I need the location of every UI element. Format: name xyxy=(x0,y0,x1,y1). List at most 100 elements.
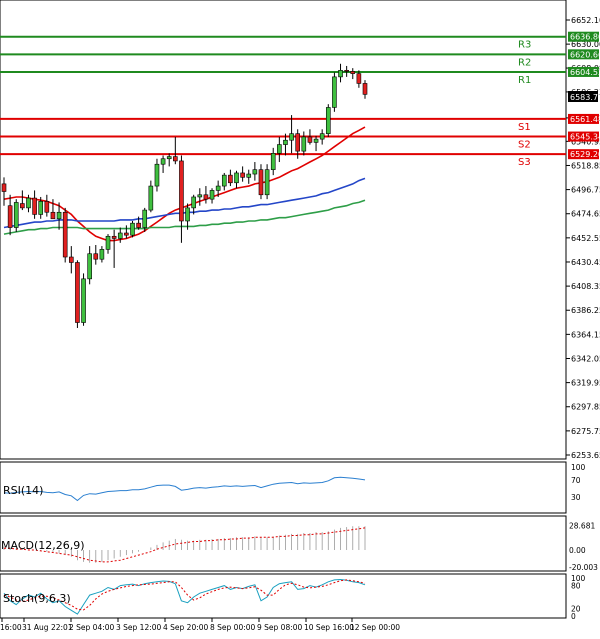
level-value-s1: 6561.48 xyxy=(570,115,600,124)
candle-body xyxy=(136,222,141,228)
candle-body xyxy=(325,107,331,134)
candle-body xyxy=(75,262,80,323)
candle-body xyxy=(283,139,288,145)
stoch-tick-label: 100 xyxy=(571,574,586,583)
macd-title: MACD(12,26,9) xyxy=(1,539,85,552)
candle-body xyxy=(270,153,276,170)
level-name-r2: R2 xyxy=(518,57,531,68)
candle-body xyxy=(7,205,13,228)
candle-body xyxy=(240,172,245,178)
level-name-s3: S3 xyxy=(518,157,531,168)
candle-body xyxy=(246,173,252,178)
candle-body xyxy=(166,156,172,160)
candle-body xyxy=(221,174,227,187)
price-tick-label: 6253.65 xyxy=(571,451,600,460)
rsi-tick-label: 100 xyxy=(571,463,586,472)
stoch-tick-label: 80 xyxy=(571,582,581,591)
stoch-tick-label: 20 xyxy=(571,604,581,613)
candle-body xyxy=(160,158,166,165)
candle-body xyxy=(142,209,148,228)
candle-body xyxy=(32,197,37,215)
level-value-s3: 6529.20 xyxy=(570,150,600,159)
candle-body xyxy=(356,73,362,84)
level-badge-r3 xyxy=(568,31,599,42)
stoch-tick-label: 0 xyxy=(571,612,576,621)
price-tick-label: 6319.95 xyxy=(571,379,600,388)
price-tick-label: 6430.45 xyxy=(571,258,600,267)
candle-body xyxy=(44,201,50,213)
rsi-title: RSI(14) xyxy=(3,484,43,497)
candle-body xyxy=(313,138,319,143)
level-value-s2: 6545.34 xyxy=(570,133,600,142)
candle-body xyxy=(62,211,68,258)
candle-body xyxy=(295,133,300,152)
level-value-r1: 6604.52 xyxy=(570,68,600,77)
candle-body xyxy=(99,249,105,260)
candle-body xyxy=(332,76,337,108)
candle-body xyxy=(185,207,190,222)
time-tick-label: 12 Sep 00:00 xyxy=(350,623,400,632)
candle-body xyxy=(179,160,184,222)
candle-body xyxy=(252,169,258,175)
candle-body xyxy=(130,222,135,236)
candle-body xyxy=(319,133,325,140)
time-tick-label: 8 Sep 00:00 xyxy=(210,623,256,632)
price-tick-label: 6474.65 xyxy=(571,210,600,219)
rsi-panel xyxy=(0,461,567,514)
level-badge-s1 xyxy=(568,113,599,124)
current-price-badge xyxy=(568,91,598,102)
rsi-tick-label: 70 xyxy=(571,476,581,485)
candle-body xyxy=(20,203,25,209)
price-tick-label: 6652.10 xyxy=(571,16,600,25)
stoch-title: Stoch(9,6,3) xyxy=(3,592,71,605)
level-badge-r1 xyxy=(568,66,599,77)
candle-body xyxy=(105,235,111,250)
time-tick-label: 31 Aug 22:01 xyxy=(22,623,73,632)
macd-tick-label: -20.003 xyxy=(569,563,598,572)
candle-body xyxy=(264,169,270,196)
price-tick-label: 6496.75 xyxy=(571,186,600,195)
candle-body xyxy=(117,232,123,239)
rsi-tick-label: 30 xyxy=(571,493,581,502)
time-tick-label: 9 Sep 08:00 xyxy=(257,623,303,632)
candle-body xyxy=(81,278,86,323)
stoch-panel xyxy=(0,573,567,619)
candle-body xyxy=(148,185,154,211)
time-tick-label: 3 Sep 12:00 xyxy=(116,623,162,632)
rsi-line xyxy=(3,476,366,502)
macd-tick-label: 28.681 xyxy=(569,522,595,531)
price-tick-label: 6342.05 xyxy=(571,354,600,363)
time-tick-label: 10 Sep 16:00 xyxy=(304,623,354,632)
time-tick-label: 4 Sep 20:00 xyxy=(163,623,209,632)
candle-body xyxy=(307,136,313,143)
price-tick-label: 6518.85 xyxy=(571,161,600,170)
level-name-s2: S2 xyxy=(518,140,531,151)
candle-body xyxy=(26,197,31,209)
candle-body xyxy=(173,156,178,162)
price-tick-label: 6452.55 xyxy=(571,234,600,243)
price-tick-label: 6364.15 xyxy=(571,330,600,339)
time-tick-label: 16:00 xyxy=(0,623,22,632)
price-panel xyxy=(0,0,567,460)
price-tick-label: 6408.35 xyxy=(571,282,600,291)
candle-body xyxy=(197,194,203,198)
candle-body xyxy=(344,70,349,72)
candle-body xyxy=(87,253,92,280)
candle-body xyxy=(209,190,215,200)
candle-body xyxy=(338,70,343,78)
candle-body xyxy=(50,211,56,220)
level-badge-s3 xyxy=(568,149,599,160)
candle-body xyxy=(203,194,209,200)
level-value-r3: 6636.80 xyxy=(570,33,600,42)
candle-body xyxy=(234,172,239,184)
candle-body xyxy=(1,183,7,192)
level-badge-s2 xyxy=(568,131,599,142)
level-name-s1: S1 xyxy=(518,122,531,133)
level-value-r2: 6620.66 xyxy=(570,50,600,59)
level-name-r1: R1 xyxy=(518,75,531,86)
price-tick-label: 6386.25 xyxy=(571,306,600,315)
candle-body xyxy=(350,71,356,74)
candle-body xyxy=(228,174,233,184)
